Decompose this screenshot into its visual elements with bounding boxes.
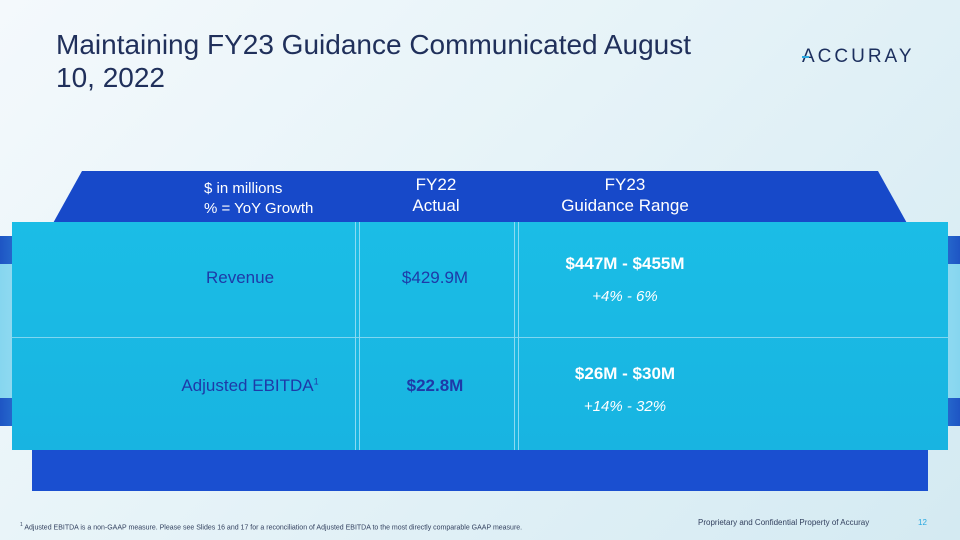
column-divider — [514, 222, 515, 450]
column-divider — [355, 222, 356, 450]
slide-title: Maintaining FY23 Guidance Communicated A… — [56, 29, 692, 93]
footnote: 1 Adjusted EBITDA is a non-GAAP measure.… — [20, 522, 522, 531]
header-fy22-line1: FY22 — [415, 175, 457, 194]
confidential-notice: Proprietary and Confidential Property of… — [698, 518, 870, 527]
row-label-revenue: Revenue — [205, 268, 275, 287]
header-fy23: FY23 Guidance Range — [540, 174, 710, 216]
revenue-actual: $429.9M — [401, 268, 469, 287]
column-divider — [359, 222, 360, 450]
ebitda-label-text: Adjusted EBITDA — [181, 376, 314, 395]
revenue-guidance: $447M - $455M — [565, 254, 685, 273]
header-units-line2: % = YoY Growth — [204, 200, 314, 217]
ebitda-actual: $22.8M — [406, 376, 464, 395]
ebitda-guidance: $26M - $30M — [574, 364, 676, 383]
row-label-adjusted-ebitda: Adjusted EBITDA1 — [150, 376, 350, 396]
revenue-growth: +4% - 6% — [592, 288, 658, 305]
table-frame-bottom — [32, 450, 928, 491]
ebitda-footnote-mark: 1 — [313, 376, 319, 387]
header-fy22-line2: Actual — [412, 196, 460, 215]
header-units-line1: $ in millions — [204, 180, 283, 197]
header-units: $ in millions % = YoY Growth — [204, 179, 313, 219]
header-fy22: FY22 Actual — [385, 174, 487, 216]
row-divider — [12, 337, 948, 338]
ebitda-growth: +14% - 32% — [583, 398, 667, 415]
footnote-text: Adjusted EBITDA is a non-GAAP measure. P… — [24, 524, 523, 532]
footnote-mark: 1 — [20, 522, 23, 528]
page-number: 12 — [918, 518, 927, 527]
column-divider — [518, 222, 519, 450]
accuray-logo: ACCURAY — [802, 46, 915, 68]
logo-accent-icon — [802, 56, 809, 58]
header-fy23-line2: Guidance Range — [561, 196, 689, 215]
header-fy23-line1: FY23 — [604, 175, 646, 194]
logo-text: ACCURAY — [802, 46, 915, 67]
table-body — [12, 222, 948, 450]
